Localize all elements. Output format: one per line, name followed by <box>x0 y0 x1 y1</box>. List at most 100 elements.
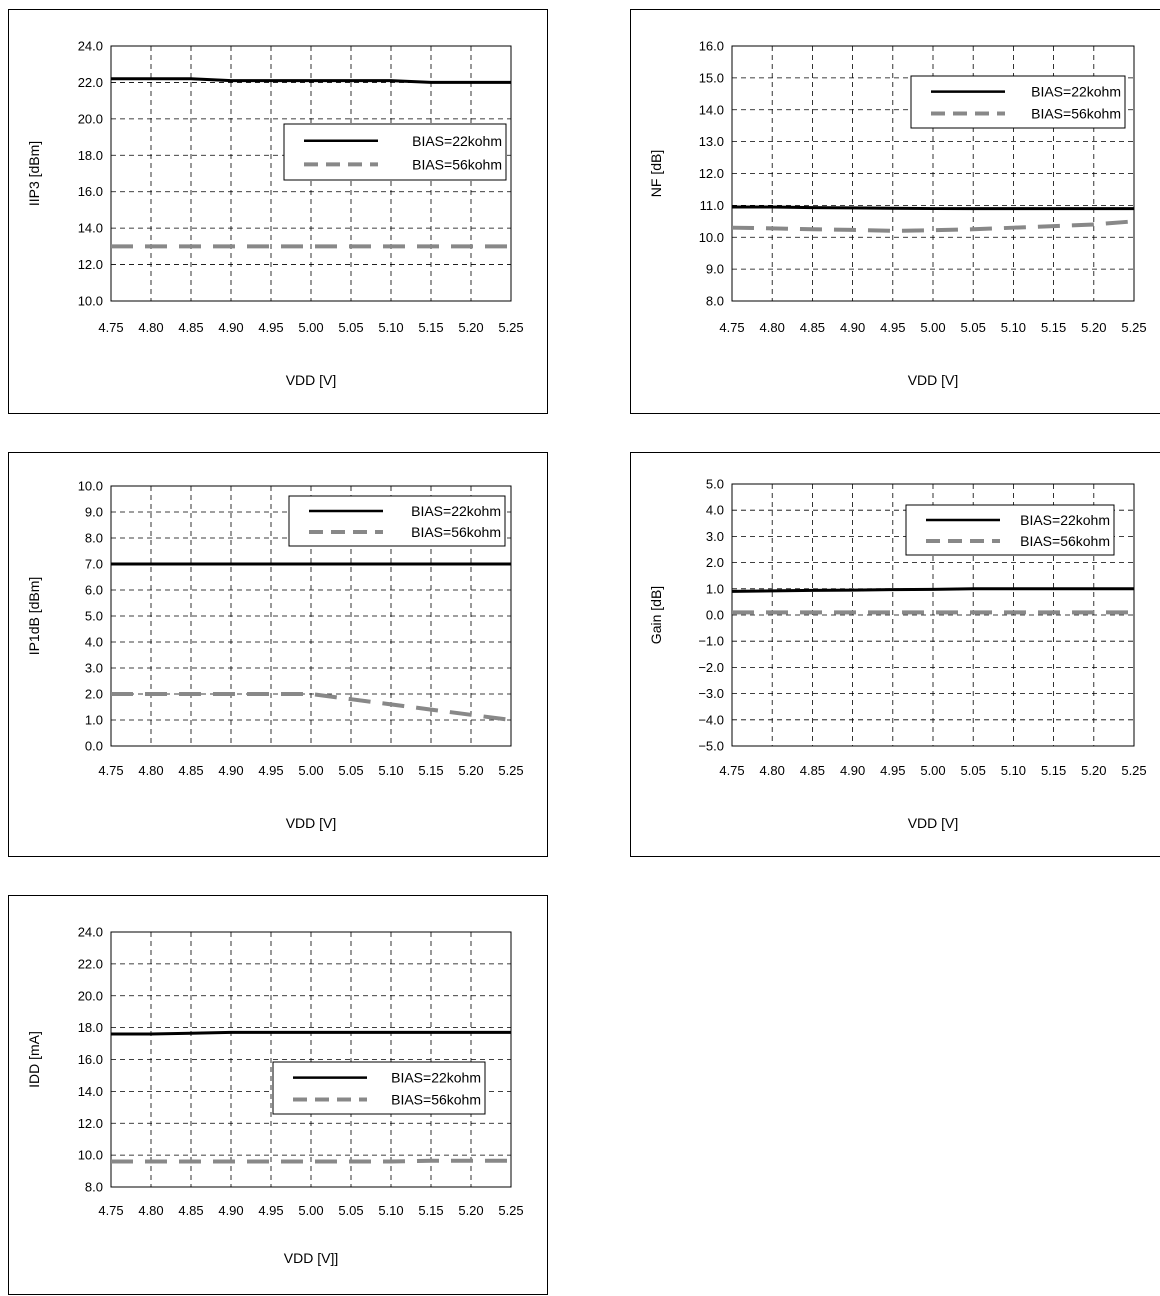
idd-xtick-label: 4.75 <box>98 1203 123 1218</box>
iip3-xtick-label: 4.85 <box>178 320 203 335</box>
nf-xtick-label: 4.90 <box>840 320 865 335</box>
nf-ytick-label: 14.0 <box>699 102 724 117</box>
gain-ytick-label: 2.0 <box>706 555 724 570</box>
ip1db-xtick-label: 4.95 <box>258 763 283 778</box>
idd-xtick-label: 4.85 <box>178 1203 203 1218</box>
idd-series-line-bias22 <box>111 1030 511 1036</box>
ip1db-xtick-label: 4.75 <box>98 763 123 778</box>
gain-ytick-label: −1.0 <box>698 634 724 649</box>
iip3-ytick-label: 24.0 <box>78 39 103 54</box>
gain-ytick-label: −5.0 <box>698 739 724 754</box>
ip1db-ytick-label: 10.0 <box>78 479 103 494</box>
gain-xtick-label: 5.05 <box>961 763 986 778</box>
idd-ytick-label: 8.0 <box>85 1180 103 1195</box>
gain-legend-box <box>905 504 1115 556</box>
gain-xtick-label: 4.95 <box>880 763 905 778</box>
idd-xtick-label: 5.00 <box>298 1203 323 1218</box>
ip1db-ytick-label: 7.0 <box>85 557 103 572</box>
iip3-legend-label-bias22: BIAS=22kohm <box>412 133 502 149</box>
iip3-ytick-label: 14.0 <box>78 221 103 236</box>
nf-x-axis-label: VDD [V] <box>908 372 959 388</box>
idd-xtick-label: 4.90 <box>218 1203 243 1218</box>
gain-ytick-label: 5.0 <box>706 477 724 492</box>
iip3-ytick-label: 20.0 <box>78 111 103 126</box>
idd-xtick-label: 5.05 <box>338 1203 363 1218</box>
idd-ytick-label: 12.0 <box>78 1116 103 1131</box>
iip3-x-axis-label: VDD [V] <box>286 372 337 388</box>
gain-xtick-label: 4.80 <box>760 763 785 778</box>
nf-legend-label-bias56: BIAS=56kohm <box>1031 105 1121 121</box>
gain-xtick-label: 4.75 <box>719 763 744 778</box>
idd-x-axis-label: VDD [V]] <box>284 1250 338 1266</box>
idd-xtick-label: 5.10 <box>378 1203 403 1218</box>
idd-ytick-label: 16.0 <box>78 1052 103 1067</box>
iip3-ytick-label: 10.0 <box>78 294 103 309</box>
idd-legend-label-bias22: BIAS=22kohm <box>391 1070 481 1086</box>
nf-xtick-label: 4.95 <box>880 320 905 335</box>
gain-xtick-label: 4.90 <box>840 763 865 778</box>
idd-ytick-label: 18.0 <box>78 1020 103 1035</box>
gain-xtick-label: 5.20 <box>1081 763 1106 778</box>
idd-legend-box <box>272 1061 486 1115</box>
ip1db-xtick-label: 5.25 <box>498 763 523 778</box>
gain-xtick-label: 5.25 <box>1121 763 1146 778</box>
ip1db-xtick-label: 5.15 <box>418 763 443 778</box>
nf-xtick-label: 5.00 <box>920 320 945 335</box>
ip1db-ytick-label: 2.0 <box>85 687 103 702</box>
iip3-xtick-label: 4.95 <box>258 320 283 335</box>
ip1db-ytick-label: 5.0 <box>85 609 103 624</box>
nf-legend-box <box>910 75 1126 129</box>
nf-ytick-label: 16.0 <box>699 39 724 54</box>
nf-y-axis-label: NF [dB] <box>648 150 664 197</box>
chart-panel-gain: −5.0 −4.0 −3.0 −2.0 −1.0 0.0 1.0 2.0 3.0 4.0 5.0 4.… <box>630 452 1160 857</box>
ip1db-xtick-label: 4.80 <box>138 763 163 778</box>
iip3-series-line-bias22 <box>111 77 511 84</box>
gain-legend-label-bias22: BIAS=22kohm <box>1020 512 1110 528</box>
iip3-xtick-label: 4.80 <box>138 320 163 335</box>
idd-xtick-label: 5.15 <box>418 1203 443 1218</box>
gain-xtick-label: 5.15 <box>1041 763 1066 778</box>
iip3-ytick-label: 18.0 <box>78 148 103 163</box>
ip1db-xtick-label: 5.00 <box>298 763 323 778</box>
chart-panel-iip3: 10.0 12.0 14.0 16.0 18.0 20.0 22.0 24.0 4.75 4.80… <box>8 9 548 414</box>
idd-ytick-label: 20.0 <box>78 988 103 1003</box>
iip3-xtick-label: 4.75 <box>98 320 123 335</box>
ip1db-xtick-label: 5.05 <box>338 763 363 778</box>
ip1db-ytick-label: 0.0 <box>85 739 103 754</box>
nf-xtick-label: 5.20 <box>1081 320 1106 335</box>
iip3-legend-box <box>283 123 507 181</box>
gain-legend-label-bias56: BIAS=56kohm <box>1020 533 1110 549</box>
idd-ytick-label: 24.0 <box>78 925 103 940</box>
nf-xtick-label: 4.80 <box>760 320 785 335</box>
chart-panel-ip1db: 0.0 1.0 2.0 3.0 4.0 5.0 6.0 7.0 8.0 9.0 10.0 4.75 4.… <box>8 452 548 857</box>
ip1db-ytick-label: 6.0 <box>85 583 103 598</box>
iip3-xtick-label: 5.15 <box>418 320 443 335</box>
chart-gain: −5.0 −4.0 −3.0 −2.0 −1.0 0.0 1.0 2.0 3.0 4.0 5.0 4.… <box>648 477 1147 832</box>
iip3-ytick-label: 12.0 <box>78 257 103 272</box>
nf-xtick-label: 5.25 <box>1121 320 1146 335</box>
iip3-xtick-label: 5.00 <box>298 320 323 335</box>
nf-legend-label-bias22: BIAS=22kohm <box>1031 84 1121 100</box>
gain-series-line-bias22 <box>731 587 1134 593</box>
ip1db-ytick-label: 8.0 <box>85 531 103 546</box>
nf-ytick-label: 13.0 <box>699 134 724 149</box>
iip3-y-axis-label: IIP3 [dBm] <box>26 141 42 206</box>
chart-ip1db: 0.0 1.0 2.0 3.0 4.0 5.0 6.0 7.0 8.0 9.0 10.0 4.75 4.… <box>26 479 524 832</box>
gain-x-axis-label: VDD [V] <box>908 815 959 831</box>
idd-xtick-label: 4.95 <box>258 1203 283 1218</box>
nf-ytick-label: 12.0 <box>699 166 724 181</box>
nf-ytick-label: 10.0 <box>699 230 724 245</box>
gain-ytick-label: −2.0 <box>698 660 724 675</box>
idd-ytick-label: 10.0 <box>78 1148 103 1163</box>
ip1db-xtick-label: 5.20 <box>458 763 483 778</box>
gain-xtick-label: 5.10 <box>1001 763 1026 778</box>
ip1db-ytick-label: 9.0 <box>85 505 103 520</box>
iip3-xtick-label: 5.05 <box>338 320 363 335</box>
nf-ytick-label: 11.0 <box>700 198 724 213</box>
idd-legend-label-bias56: BIAS=56kohm <box>391 1091 481 1107</box>
nf-xtick-label: 4.75 <box>719 320 744 335</box>
chart-panel-idd: 8.0 10.0 12.0 14.0 16.0 18.0 20.0 22.0 24.0 4.75 4… <box>8 895 548 1295</box>
ip1db-xtick-label: 5.10 <box>378 763 403 778</box>
iip3-legend-label-bias56: BIAS=56kohm <box>412 156 502 172</box>
gain-ytick-label: −4.0 <box>698 712 724 727</box>
